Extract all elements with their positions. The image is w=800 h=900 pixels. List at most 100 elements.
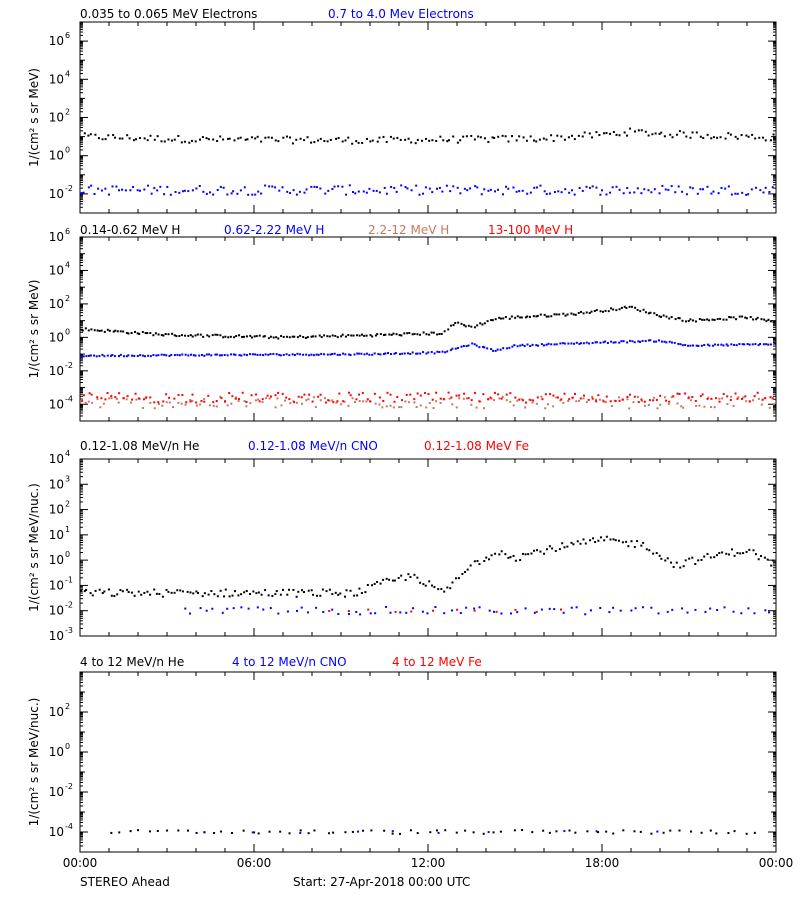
- data-point: [607, 310, 610, 313]
- data-point: [192, 592, 195, 595]
- data-point: [494, 318, 497, 321]
- data-point: [400, 184, 403, 187]
- data-point: [501, 134, 504, 137]
- y-tick-exponent: -2: [65, 184, 73, 193]
- data-point: [668, 340, 671, 343]
- data-point: [717, 343, 720, 346]
- data-point: [254, 137, 257, 140]
- data-point: [83, 590, 86, 593]
- data-point: [133, 594, 136, 597]
- data-point: [659, 315, 662, 318]
- data-point: [409, 575, 412, 578]
- data-point: [108, 397, 111, 400]
- data-point: [737, 396, 740, 399]
- data-point: [521, 343, 524, 346]
- data-point: [553, 313, 556, 316]
- data-point: [116, 330, 119, 333]
- y-tick-label: 10: [49, 503, 64, 517]
- data-point: [295, 595, 298, 598]
- data-point: [425, 406, 428, 409]
- data-point: [305, 399, 308, 402]
- data-point: [195, 187, 198, 190]
- data-point: [482, 393, 485, 396]
- data-point: [582, 397, 585, 400]
- data-point: [718, 400, 721, 403]
- data-point: [220, 830, 223, 833]
- data-point: [119, 330, 122, 333]
- data-point: [471, 342, 474, 345]
- data-point: [644, 311, 647, 314]
- data-point: [670, 396, 673, 399]
- data-point: [759, 342, 762, 345]
- data-point: [286, 610, 289, 613]
- data-point: [371, 139, 374, 142]
- data-point: [146, 590, 149, 593]
- data-point: [156, 829, 159, 832]
- data-point: [655, 552, 658, 555]
- data-point: [495, 610, 498, 613]
- data-point: [657, 339, 660, 342]
- data-point: [691, 396, 694, 399]
- legend-entry: 0.12-1.08 MeV/n CNO: [248, 439, 378, 453]
- data-point: [208, 353, 211, 356]
- data-point: [190, 139, 193, 142]
- data-point: [299, 334, 302, 337]
- data-point: [643, 400, 646, 403]
- data-point: [620, 340, 623, 343]
- data-point: [331, 399, 334, 402]
- data-point: [587, 398, 590, 401]
- data-point: [163, 193, 166, 196]
- data-point: [762, 191, 765, 194]
- data-point: [140, 593, 143, 596]
- data-point: [261, 401, 264, 404]
- data-point: [359, 613, 362, 616]
- data-point: [483, 346, 486, 349]
- data-point: [455, 831, 458, 834]
- data-point: [132, 186, 135, 189]
- data-point: [416, 832, 419, 835]
- data-point: [658, 192, 661, 195]
- data-point: [573, 392, 576, 395]
- data-point: [721, 551, 724, 554]
- data-point: [319, 399, 322, 402]
- data-point: [617, 396, 620, 399]
- data-point: [521, 829, 524, 832]
- data-point: [459, 192, 462, 195]
- data-point: [198, 138, 201, 141]
- data-point: [710, 192, 713, 195]
- data-point: [343, 400, 346, 403]
- data-point: [307, 611, 310, 614]
- data-point: [277, 140, 280, 143]
- data-point: [295, 138, 298, 141]
- data-point: [328, 610, 331, 613]
- data-point: [189, 400, 192, 403]
- data-point: [745, 193, 748, 196]
- data-point: [497, 393, 500, 396]
- data-point: [152, 354, 155, 357]
- data-point: [605, 395, 608, 398]
- data-point: [570, 342, 573, 345]
- data-point: [548, 545, 551, 548]
- data-point: [257, 398, 260, 401]
- data-point: [482, 407, 485, 410]
- data-point: [462, 344, 465, 347]
- data-point: [583, 394, 586, 397]
- data-point: [591, 136, 594, 139]
- data-point: [687, 319, 690, 322]
- data-point: [448, 397, 451, 400]
- data-point: [351, 142, 354, 145]
- data-point: [141, 354, 144, 357]
- data-point: [110, 594, 113, 597]
- data-point: [626, 341, 629, 344]
- data-point: [129, 189, 132, 192]
- data-point: [144, 332, 147, 335]
- data-point: [531, 401, 534, 404]
- data-point: [664, 559, 667, 562]
- data-point: [490, 348, 493, 351]
- data-point: [378, 403, 381, 406]
- data-point: [460, 322, 463, 325]
- data-point: [474, 185, 477, 188]
- data-point: [544, 393, 547, 396]
- data-point: [700, 558, 703, 561]
- data-point: [173, 138, 176, 141]
